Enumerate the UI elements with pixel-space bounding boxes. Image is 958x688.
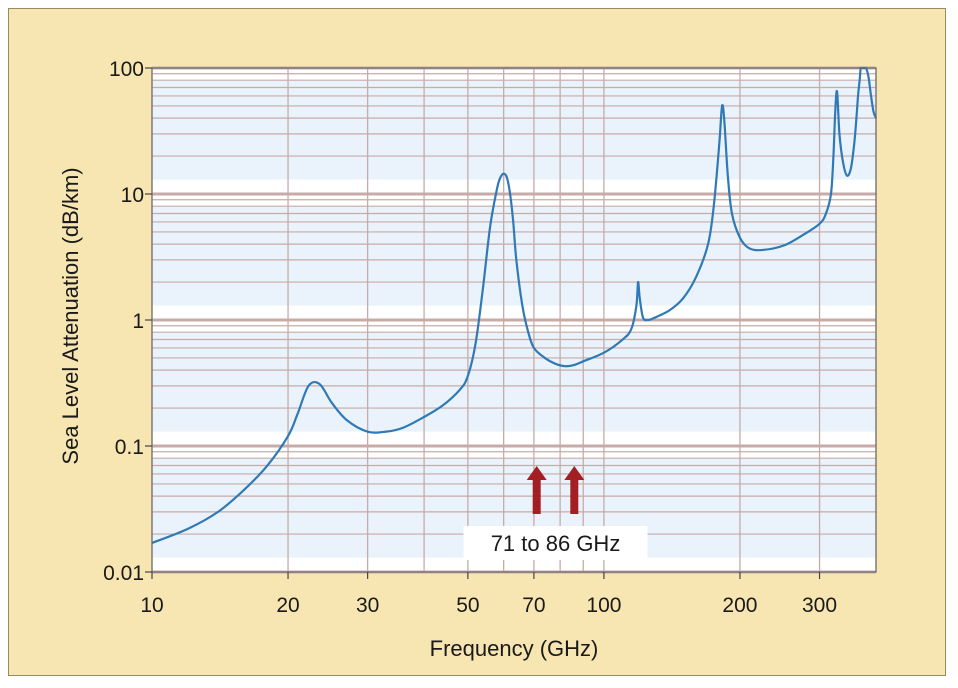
x-tick-label: 100 — [586, 594, 621, 617]
x-axis-title: Frequency (GHz) — [430, 636, 599, 661]
y-axis-ticks: 100 10 1 0.1 0.01 — [103, 58, 152, 585]
x-tick-label: 300 — [802, 594, 837, 617]
x-tick-label: 20 — [276, 594, 299, 617]
annotation-arrow-head — [526, 466, 547, 480]
x-tick-label: 50 — [456, 594, 479, 617]
y-tick-label: 1 — [132, 310, 144, 333]
annotation-label-box — [463, 526, 648, 560]
y-axis-title: Sea Level Attenuation (dB/km) — [58, 167, 83, 464]
x-tick-label: 10 — [140, 594, 163, 617]
annotation-arrow-head — [564, 466, 585, 480]
annotation-arrow-shaft — [570, 478, 579, 514]
band-annotation: 71 to 86 GHz — [463, 466, 648, 560]
x-tick-label: 30 — [356, 594, 379, 617]
plot-band — [152, 332, 876, 432]
x-tick-label: 70 — [522, 594, 545, 617]
y-tick-label: 100 — [109, 58, 144, 81]
attenuation-series-line — [151, 66, 878, 544]
y-tick-label: 10 — [121, 184, 144, 207]
x-axis-ticks: 10 20 30 50 70 100 200 300 — [140, 572, 837, 617]
y-tick-label: 0.01 — [103, 562, 144, 585]
grid-lines — [151, 66, 877, 574]
y-tick-label: 0.1 — [115, 436, 144, 459]
x-tick-label: 200 — [722, 594, 757, 617]
plot-band — [152, 80, 876, 180]
annotation-arrow-shaft — [532, 478, 541, 514]
plot-bands — [152, 80, 876, 558]
annotation-label: 71 to 86 GHz — [491, 531, 621, 556]
